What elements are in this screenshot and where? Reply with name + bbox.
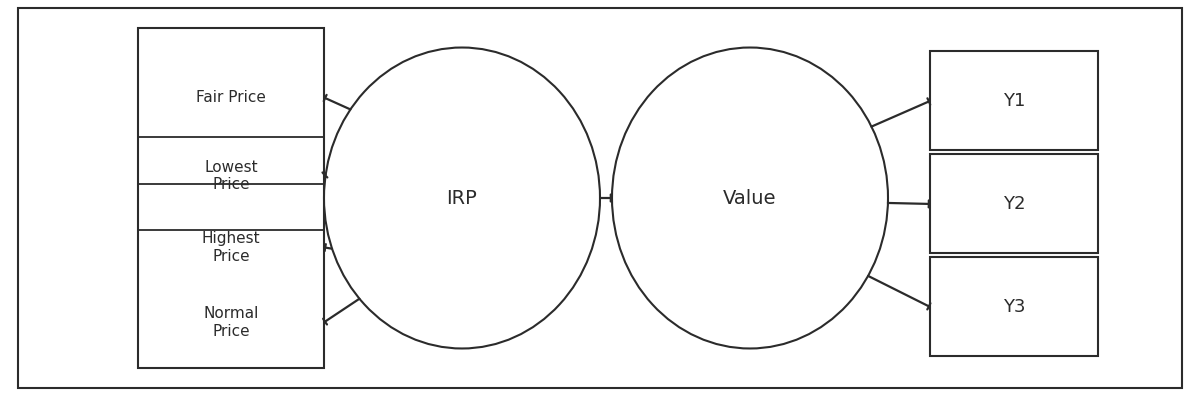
Text: Lowest
Price: Lowest Price: [204, 160, 258, 192]
Text: IRP: IRP: [446, 188, 478, 208]
Text: Y2: Y2: [1003, 195, 1025, 213]
Text: Highest
Price: Highest Price: [202, 231, 260, 264]
Text: Normal
Price: Normal Price: [203, 306, 259, 339]
Text: Y1: Y1: [1003, 92, 1025, 110]
Text: Y3: Y3: [1003, 298, 1025, 316]
Text: Value: Value: [724, 188, 776, 208]
Text: Fair Price: Fair Price: [196, 90, 266, 105]
FancyBboxPatch shape: [930, 154, 1098, 253]
FancyBboxPatch shape: [138, 28, 324, 368]
Ellipse shape: [612, 48, 888, 348]
FancyBboxPatch shape: [930, 51, 1098, 150]
FancyBboxPatch shape: [930, 257, 1098, 356]
Ellipse shape: [324, 48, 600, 348]
FancyBboxPatch shape: [18, 8, 1182, 388]
